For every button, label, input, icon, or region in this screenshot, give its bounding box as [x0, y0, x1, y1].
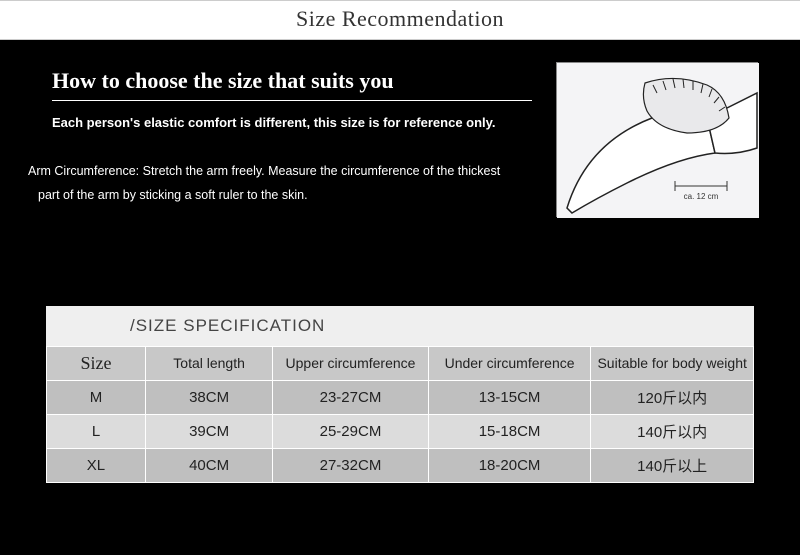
cell-under: 15-18CM — [428, 414, 591, 448]
header-title: Size Recommendation — [296, 6, 504, 31]
cell-upper: 25-29CM — [273, 414, 429, 448]
cell-size: M — [47, 380, 146, 414]
cell-upper: 23-27CM — [273, 380, 429, 414]
size-spec-table: Size Total length Upper circumference Un… — [46, 346, 754, 483]
col-weight: Suitable for body weight — [591, 346, 754, 380]
table-row: M 38CM 23-27CM 13-15CM 120斤以内 — [47, 380, 754, 414]
cell-size: XL — [47, 448, 146, 482]
cell-weight: 140斤以内 — [591, 414, 754, 448]
cell-weight: 140斤以上 — [591, 448, 754, 482]
intro-section: How to choose the size that suits you Ea… — [0, 40, 800, 218]
col-under: Under circumference — [428, 346, 591, 380]
cell-total-length: 39CM — [145, 414, 272, 448]
cell-total-length: 38CM — [145, 380, 272, 414]
col-total-length: Total length — [145, 346, 272, 380]
cell-under: 13-15CM — [428, 380, 591, 414]
intro-underline — [52, 100, 532, 101]
size-recommendation-header: Size Recommendation — [0, 0, 800, 40]
cell-size: L — [47, 414, 146, 448]
size-spec-table-wrap: /SIZE SPECIFICATION Size Total length Up… — [46, 306, 754, 483]
arm-measurement-illustration: ca. 12 cm — [556, 62, 758, 217]
table-row: XL 40CM 27-32CM 18-20CM 140斤以上 — [47, 448, 754, 482]
illus-caption: ca. 12 cm — [684, 192, 719, 201]
cell-under: 18-20CM — [428, 448, 591, 482]
cell-total-length: 40CM — [145, 448, 272, 482]
cell-upper: 27-32CM — [273, 448, 429, 482]
size-spec-heading: /SIZE SPECIFICATION — [46, 306, 754, 346]
table-header-row: Size Total length Upper circumference Un… — [47, 346, 754, 380]
cell-weight: 120斤以内 — [591, 380, 754, 414]
table-row: L 39CM 25-29CM 15-18CM 140斤以内 — [47, 414, 754, 448]
col-size: Size — [47, 346, 146, 380]
col-upper: Upper circumference — [273, 346, 429, 380]
